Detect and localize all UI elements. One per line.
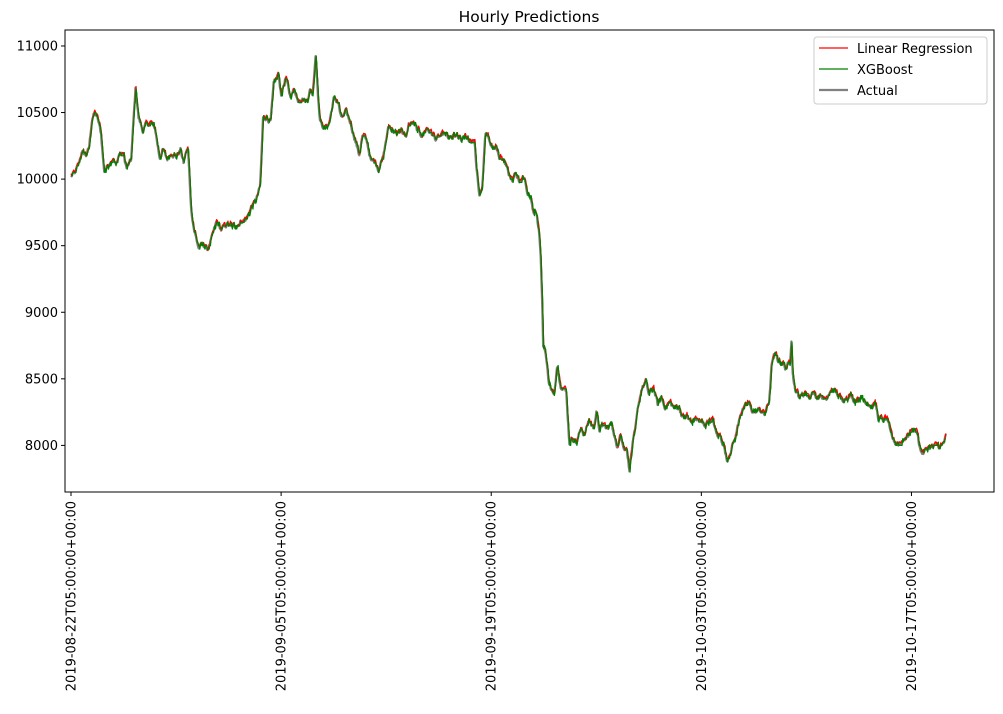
y-tick-label: 10000	[17, 173, 58, 188]
legend-label-actual: Actual	[857, 84, 898, 99]
x-tick-label: 2019-09-05T05:00:00+00:00	[275, 501, 290, 691]
y-tick-label: 11000	[17, 39, 58, 54]
legend-box	[813, 36, 988, 105]
legend-label-xgboost: XGBoost	[857, 63, 913, 78]
y-tick-label: 8000	[25, 439, 58, 454]
plot-frame	[64, 29, 995, 493]
y-tick-label: 9000	[25, 306, 58, 321]
y-tick-label: 8500	[25, 372, 58, 387]
legend: Linear Regression XGBoost Actual	[813, 36, 988, 105]
x-tick-label: 2019-08-22T05:00:00+00:00	[65, 501, 80, 691]
chart-title: Hourly Predictions	[459, 8, 600, 26]
y-tick-label: 9500	[25, 239, 58, 254]
x-tick-label: 2019-09-19T05:00:00+00:00	[485, 501, 500, 691]
axes-layer: 8000 8500 9000 9500 10000 10500 11000 2019-08-2…	[17, 39, 920, 691]
legend-label-linear-regression: Linear Regression	[857, 42, 973, 57]
x-tick-label: 2019-10-03T05:00:00+00:00	[695, 501, 710, 691]
series-layer	[70, 55, 947, 473]
y-tick-label: 10500	[17, 106, 58, 121]
series-line-xgboost	[71, 55, 946, 473]
x-tick-label: 2019-10-17T05:00:00+00:00	[905, 501, 920, 691]
